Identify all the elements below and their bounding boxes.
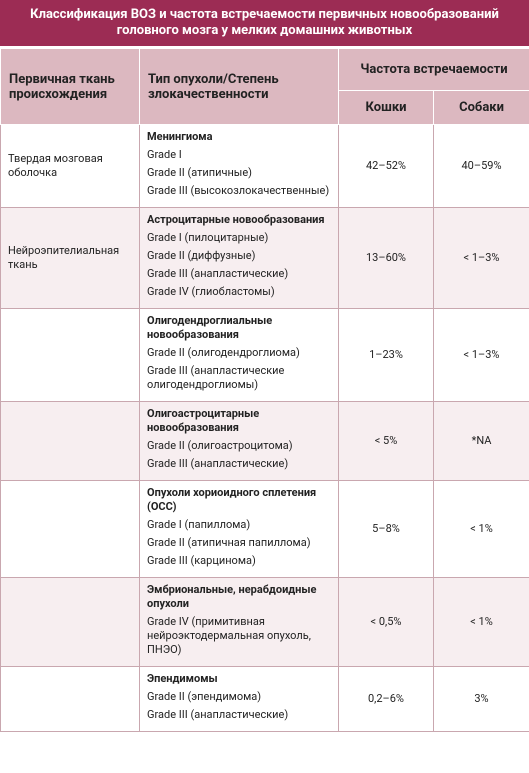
dogs-cell: 3% (432, 666, 529, 732)
cats-cell: 42–52% (338, 124, 434, 208)
tissue-cell (0, 308, 140, 402)
grade: Grade III (анапластические) (147, 267, 289, 280)
row: Олигодендроглиальные новообразования Grad… (0, 308, 529, 402)
dogs-cell: < 1–3% (432, 308, 529, 402)
tumor-cell: Эпендимомы Grade II (эпендимома) Grade III… (139, 666, 339, 732)
row: Олигоастроцитарные новообразования Grade … (0, 401, 529, 481)
tumor-name: Эпендимомы (147, 672, 218, 685)
dogs-cell: *NA (432, 401, 529, 481)
table-body: Твердая мозговая оболочка Менингиома Grade… (0, 124, 529, 732)
tumor-name: Олигодендроглиальные новообразования (147, 314, 273, 341)
tissue-cell (0, 480, 140, 578)
tumor-name: Астроцитарные новообразования (147, 213, 325, 226)
header-cell: Собаки (432, 90, 529, 125)
grade: Grade II (олигодендроглиома) (147, 346, 300, 359)
cats-cell: 0,2–6% (338, 666, 434, 732)
tumor-name: Эмбриональные, нерабдоидные опухоли (147, 583, 317, 610)
header-cell: Кошки (338, 90, 434, 125)
cats-cell: 1–23% (338, 308, 434, 402)
tissue-cell: Нейроэпителиальная ткань (0, 207, 140, 309)
cats-cell: < 0,5% (338, 577, 434, 667)
grade: Grade II (олигоастроцитома) (147, 439, 293, 452)
tissue-cell: Твердая мозговая оболочка (0, 124, 140, 208)
row: Эпендимомы Grade II (эпендимома) Grade III… (0, 666, 529, 732)
grade: Grade III (высокозлокачественные) (147, 184, 330, 197)
grade: Grade IV (примитивная нейроэктодермальна… (147, 615, 311, 656)
row: Опухоли хориоидного сплетения (ОСС) Grade… (0, 480, 529, 578)
tumor-cell: Опухоли хориоидного сплетения (ОСС) Grade… (139, 480, 339, 578)
title: Классификация ВОЗ и частота встречаемост… (0, 0, 529, 48)
header-cell: Первичная ткань происхождения (0, 48, 140, 125)
tumor-cell: Астроцитарные новообразования Grade I (пи… (139, 207, 339, 309)
tumor-cell: Эмбриональные, нерабдоидные опухоли Grade… (139, 577, 339, 667)
grade: Grade IV (глиобластомы) (147, 285, 275, 298)
row: Твердая мозговая оболочка Менингиома Grade… (0, 124, 529, 208)
tumor-cell: Менингиома Grade I Grade II (атипичные) Gra… (139, 124, 339, 208)
tissue-cell (0, 577, 140, 667)
dogs-cell: 40–59% (432, 124, 529, 208)
table: Первичная ткань происхождения Тип опухол… (0, 48, 529, 732)
grade: Grade III (карцинома) (147, 554, 256, 567)
cats-cell: 5–8% (338, 480, 434, 578)
tumor-cell: Олигоастроцитарные новообразования Grade … (139, 401, 339, 481)
grade: Grade II (эпендимома) (147, 690, 262, 703)
grade: Grade III (анапластические) (147, 457, 289, 470)
dogs-cell: < 1% (432, 480, 529, 578)
grade: Grade I (пилоцитарные) (147, 231, 269, 244)
header-cell: Частота встречаемости (337, 48, 529, 91)
tissue: Нейроэпителиальная ткань (8, 244, 120, 271)
grade: Grade I (папиллома) (147, 518, 251, 531)
grade: Grade I (147, 148, 182, 161)
grade: Grade III (анапластические олигодендрогл… (147, 364, 285, 391)
grade: Grade II (атипичные) (147, 166, 252, 179)
tumor-cell: Олигодендроглиальные новообразования Grad… (139, 308, 339, 402)
tissue-cell (0, 401, 140, 481)
tissue: Твердая мозговая оболочка (8, 152, 103, 179)
grade: Grade II (атипичная папиллома) (147, 536, 311, 549)
row: Нейроэпителиальная ткань Астроцитарные но… (0, 207, 529, 309)
row: Эмбриональные, нерабдоидные опухоли Grade… (0, 577, 529, 667)
cats-cell: < 5% (338, 401, 434, 481)
tissue-cell (0, 666, 140, 732)
header-cell: Тип опухоли/Степень злокачественности (139, 48, 339, 125)
tumor-name: Менингиома (147, 130, 213, 143)
grade: Grade III (анапластические) (147, 708, 289, 721)
grade: Grade II (диффузные) (147, 249, 256, 262)
dogs-cell: < 1% (432, 577, 529, 667)
tumor-name: Олигоастроцитарные новообразования (147, 407, 260, 434)
tumor-name: Опухоли хориоидного сплетения (ОСС) (147, 486, 317, 513)
cats-cell: 13–60% (338, 207, 434, 309)
dogs-cell: < 1–3% (432, 207, 529, 309)
